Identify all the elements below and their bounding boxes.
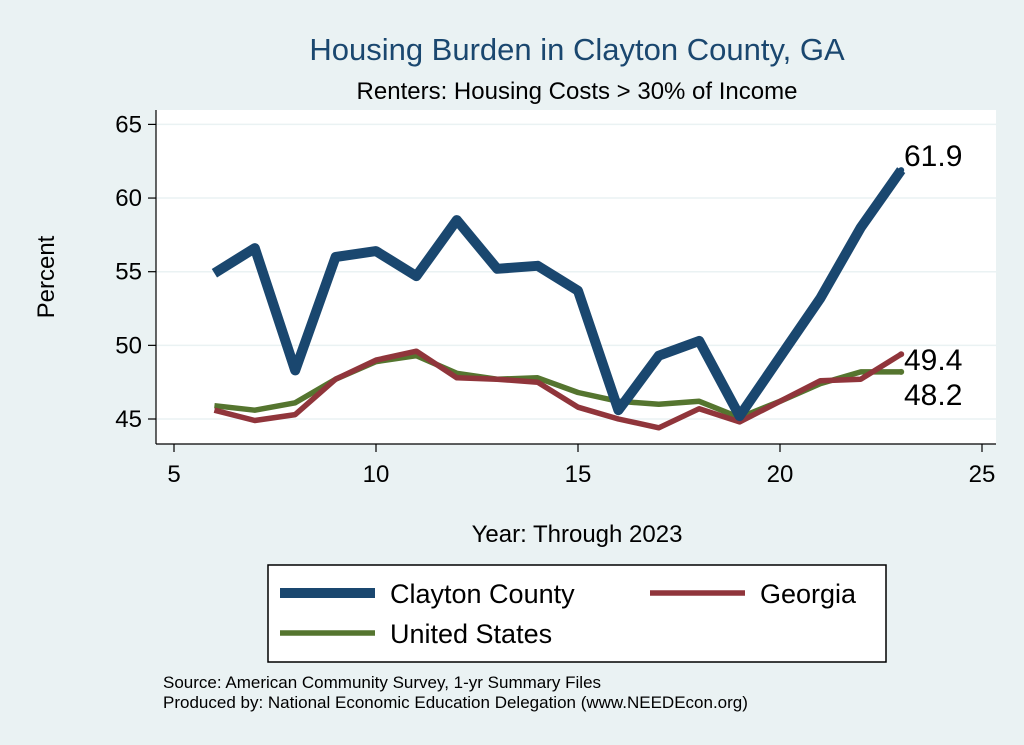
- y-tick-label-55: 55: [115, 259, 142, 286]
- end-label-united-states: 48.2: [904, 379, 962, 412]
- grid-lines: [156, 123, 996, 420]
- end-label-georgia: 49.4: [904, 344, 962, 377]
- chart-subtitle: Renters: Housing Costs > 30% of Income: [357, 78, 798, 105]
- series-lines: [211, 167, 906, 431]
- chart-title: Housing Burden in Clayton County, GA: [309, 32, 845, 67]
- end-marker-united-states: [898, 368, 905, 375]
- legend-label-clayton-county: Clayton County: [390, 579, 575, 609]
- legend-label-georgia: Georgia: [760, 579, 857, 609]
- x-axis-title: Year: Through 2023: [472, 521, 683, 548]
- x-tick-label-20: 20: [767, 461, 794, 488]
- y-tick-label-60: 60: [115, 185, 142, 212]
- y-tick-label-50: 50: [115, 332, 142, 359]
- x-tick-label-25: 25: [969, 461, 996, 488]
- plot-area: [156, 110, 996, 444]
- y-axis-title: Percent: [33, 235, 60, 318]
- end-label-clayton-county: 61.9: [904, 140, 962, 173]
- x-tick-label-5: 5: [167, 461, 180, 488]
- x-tick-label-15: 15: [565, 461, 592, 488]
- axes: 45 50 55 60 65 5 10 15 20 25: [115, 110, 996, 488]
- legend: Clayton County Georgia United States: [280, 579, 857, 649]
- end-marker-clayton-county: [898, 167, 905, 174]
- end-labels: 61.9 49.448.2: [904, 140, 962, 412]
- series-line-clayton-county: [211, 167, 906, 422]
- legend-box: [267, 564, 887, 663]
- end-marker-georgia: [898, 351, 905, 358]
- source-note: Source: American Community Survey, 1-yr …: [163, 673, 601, 692]
- y-tick-label-45: 45: [115, 406, 142, 433]
- legend-label-united-states: United States: [390, 619, 552, 649]
- y-tick-label-65: 65: [115, 111, 142, 138]
- series-line-georgia: [213, 348, 903, 431]
- produced-by-note: Produced by: National Economic Education…: [163, 693, 748, 712]
- x-tick-label-10: 10: [363, 461, 390, 488]
